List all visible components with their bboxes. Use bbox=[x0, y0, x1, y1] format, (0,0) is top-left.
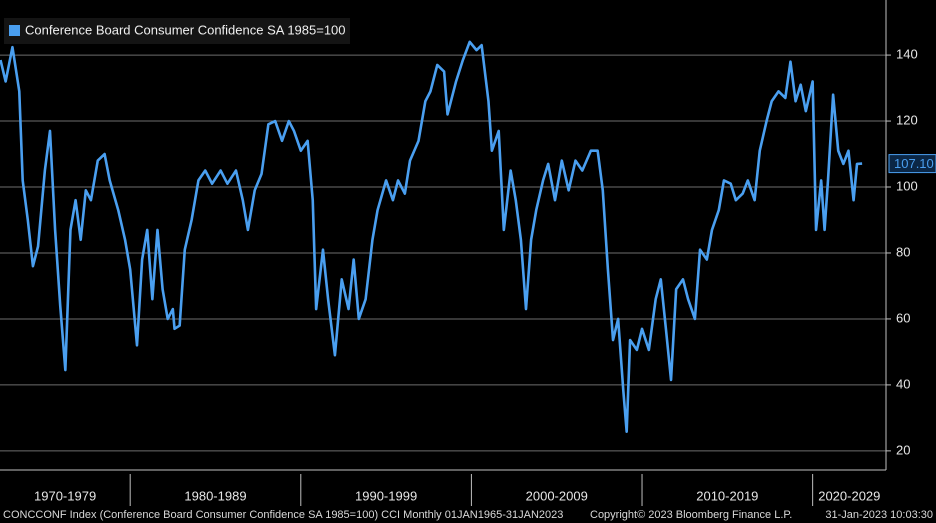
x-tick-label: 1990-1999 bbox=[355, 488, 417, 503]
legend: Conference Board Consumer Confidence SA … bbox=[4, 18, 350, 44]
plot bbox=[0, 40, 863, 434]
footer-timestamp: 31-Jan-2023 10:03:30 bbox=[825, 509, 933, 521]
data-line bbox=[0, 40, 863, 434]
legend-box bbox=[4, 18, 350, 44]
legend-label: Conference Board Consumer Confidence SA … bbox=[25, 22, 346, 37]
x-tick-label: 1970-1979 bbox=[34, 488, 96, 503]
y-tick-label: 100 bbox=[896, 178, 918, 193]
footer-bar bbox=[0, 507, 936, 523]
footer-description: CONCCONF Index (Conference Board Consume… bbox=[3, 509, 563, 521]
y-tick-label: 80 bbox=[896, 244, 910, 259]
legend-swatch bbox=[9, 25, 20, 36]
y-tick-label: 60 bbox=[896, 310, 910, 325]
y-tick-label: 120 bbox=[896, 112, 918, 127]
x-tick-label: 1980-1989 bbox=[184, 488, 246, 503]
x-tick-label: 2010-2019 bbox=[696, 488, 758, 503]
last-value-box bbox=[888, 154, 936, 174]
y-tick-label: 40 bbox=[896, 376, 910, 391]
x-tick-label: 2020-2029 bbox=[818, 488, 880, 503]
x-tick-label: 2000-2009 bbox=[526, 488, 588, 503]
y-tick-label: 140 bbox=[896, 47, 918, 62]
last-value-label: 107.10 bbox=[894, 156, 934, 171]
y-tick-label: 20 bbox=[896, 442, 910, 457]
footer-copyright: Copyright© 2023 Bloomberg Finance L.P. bbox=[590, 509, 792, 521]
